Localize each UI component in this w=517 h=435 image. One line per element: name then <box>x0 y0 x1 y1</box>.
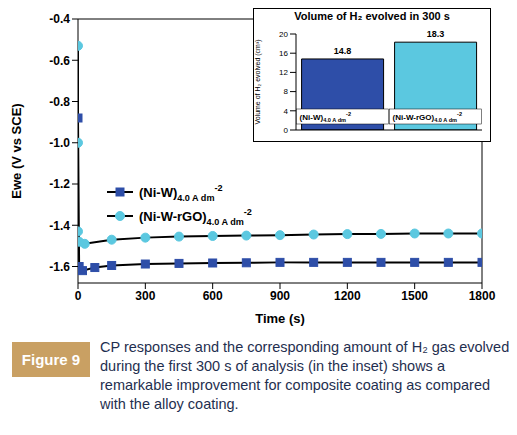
svg-text:(Ni-W-rGO)4.0 A dm-2: (Ni-W-rGO)4.0 A dm-2 <box>139 207 252 227</box>
svg-text:-1.2: -1.2 <box>49 177 70 191</box>
svg-text:600: 600 <box>203 289 223 303</box>
svg-text:-0.8: -0.8 <box>49 95 70 109</box>
svg-text:1800: 1800 <box>469 289 496 303</box>
html-text:Volume of H₂ evolved in 300 s: Volume of H₂ evolved in 300 s <box>294 10 450 22</box>
svg-text:-1.0: -1.0 <box>49 136 70 150</box>
svg-text:(Ni-W)4.0 A dm-2: (Ni-W)4.0 A dm-2 <box>139 183 223 203</box>
html-text:Figure 9: Figure 9 <box>21 351 81 368</box>
svg-text:8: 8 <box>284 87 289 96</box>
svg-text:18.3: 18.3 <box>427 29 445 39</box>
svg-text:1200: 1200 <box>334 289 361 303</box>
svg-text:20: 20 <box>279 30 288 39</box>
svg-text:-0.6: -0.6 <box>49 54 70 68</box>
svg-text:4: 4 <box>284 107 289 116</box>
svg-text:900: 900 <box>270 289 290 303</box>
svg-text:0: 0 <box>284 126 289 135</box>
svg-text:-1.4: -1.4 <box>49 219 70 233</box>
svg-text:16: 16 <box>279 49 288 58</box>
svg-text:Volume of H₂ evolved (cm³): Volume of H₂ evolved (cm³) <box>254 39 262 124</box>
svg-text:-1.6: -1.6 <box>49 260 70 274</box>
svg-text:-0.4: -0.4 <box>49 12 70 26</box>
svg-text:300: 300 <box>135 289 155 303</box>
svg-text:14.8: 14.8 <box>334 46 352 56</box>
svg-text:Ewe (V vs SCE): Ewe (V vs SCE) <box>9 103 24 198</box>
svg-text:1500: 1500 <box>401 289 428 303</box>
svg-text:12: 12 <box>279 68 288 77</box>
svg-text:0: 0 <box>75 289 82 303</box>
svg-text:(Ni-W)4.0 A dm-2: (Ni-W)4.0 A dm-2 <box>300 111 351 123</box>
svg-text:Time (s): Time (s) <box>255 311 305 326</box>
html-text:CP responses and the correspon: CP responses and the corresponding amoun… <box>100 339 510 412</box>
svg-text:(Ni-W-rGO)4.0 A dm-2: (Ni-W-rGO)4.0 A dm-2 <box>393 111 463 123</box>
